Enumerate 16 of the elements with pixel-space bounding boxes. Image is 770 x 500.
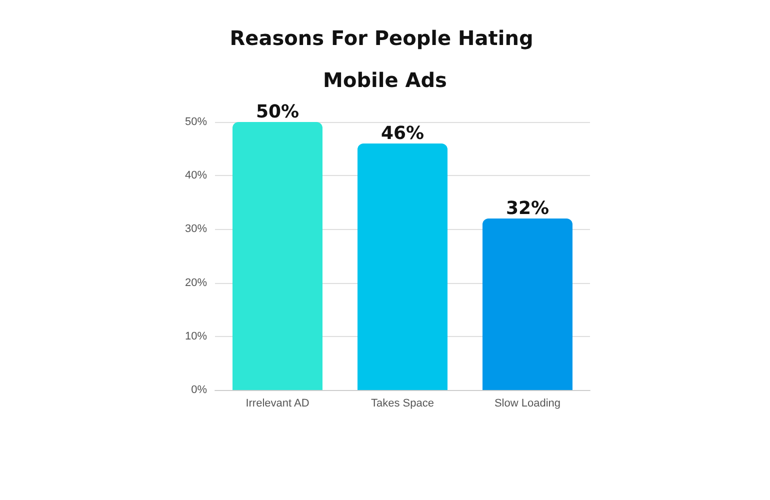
x-tick-label: Slow Loading [494,398,561,410]
y-tick-label: 20% [184,276,208,289]
data-label: 50% [256,102,300,122]
x-tick-label: Irrelevant AD [246,398,310,410]
x-tick-label: Takes Space [371,398,434,410]
bar [232,122,322,390]
y-tick-label: 30% [184,223,208,236]
y-tick-label: 40% [184,170,208,182]
data-label: 46% [380,122,424,144]
chart-title: Reasons For People Hating Mobile Ads [230,26,540,92]
bar [482,218,572,390]
y-tick-label: 10% [184,330,208,342]
y-tick-label: 50% [184,116,208,128]
data-label: 32% [506,198,550,219]
bar [358,143,448,390]
y-tick-label: 0% [191,384,208,396]
